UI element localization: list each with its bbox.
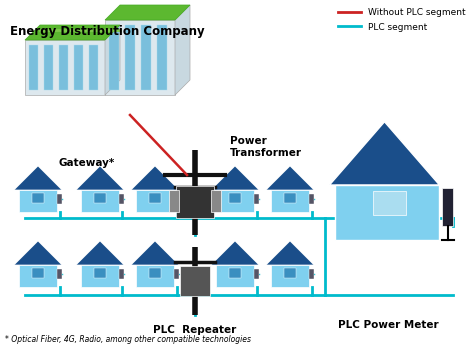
Polygon shape: [105, 5, 190, 20]
FancyBboxPatch shape: [229, 193, 241, 203]
Text: Power
Transformer: Power Transformer: [230, 135, 302, 158]
FancyBboxPatch shape: [57, 269, 63, 279]
FancyBboxPatch shape: [94, 193, 106, 203]
Polygon shape: [266, 241, 314, 265]
FancyBboxPatch shape: [216, 265, 254, 287]
FancyBboxPatch shape: [335, 185, 439, 240]
FancyBboxPatch shape: [25, 40, 105, 95]
FancyBboxPatch shape: [29, 45, 38, 90]
FancyBboxPatch shape: [271, 265, 309, 287]
FancyBboxPatch shape: [169, 190, 179, 212]
Polygon shape: [211, 241, 259, 265]
Text: Gateway*: Gateway*: [59, 158, 115, 168]
FancyBboxPatch shape: [442, 188, 453, 226]
Polygon shape: [14, 166, 62, 190]
FancyBboxPatch shape: [32, 193, 44, 203]
Polygon shape: [25, 25, 120, 40]
FancyBboxPatch shape: [89, 45, 98, 90]
FancyBboxPatch shape: [229, 268, 241, 278]
FancyBboxPatch shape: [174, 194, 180, 204]
FancyBboxPatch shape: [32, 268, 44, 278]
FancyBboxPatch shape: [57, 194, 63, 204]
FancyBboxPatch shape: [254, 269, 259, 279]
FancyBboxPatch shape: [157, 25, 167, 90]
Legend: Without PLC segment, PLC segment: Without PLC segment, PLC segment: [335, 5, 469, 35]
Text: PLC Power Meter: PLC Power Meter: [337, 320, 438, 330]
Polygon shape: [131, 241, 179, 265]
Polygon shape: [76, 166, 124, 190]
FancyBboxPatch shape: [136, 265, 174, 287]
FancyBboxPatch shape: [216, 190, 254, 212]
Polygon shape: [329, 122, 439, 185]
FancyBboxPatch shape: [119, 269, 125, 279]
FancyBboxPatch shape: [149, 268, 161, 278]
FancyBboxPatch shape: [44, 45, 53, 90]
FancyBboxPatch shape: [19, 190, 57, 212]
FancyBboxPatch shape: [94, 268, 106, 278]
Polygon shape: [211, 166, 259, 190]
Polygon shape: [131, 166, 179, 190]
FancyBboxPatch shape: [174, 269, 180, 279]
FancyBboxPatch shape: [136, 190, 174, 212]
Polygon shape: [14, 241, 62, 265]
FancyBboxPatch shape: [109, 25, 119, 90]
FancyBboxPatch shape: [141, 25, 151, 90]
FancyBboxPatch shape: [149, 193, 161, 203]
Polygon shape: [266, 166, 314, 190]
FancyBboxPatch shape: [125, 25, 135, 90]
FancyBboxPatch shape: [309, 194, 314, 204]
Polygon shape: [76, 241, 124, 265]
FancyBboxPatch shape: [309, 269, 314, 279]
FancyBboxPatch shape: [59, 45, 68, 90]
Text: Energy Distribution Company: Energy Distribution Company: [10, 25, 205, 38]
FancyBboxPatch shape: [254, 194, 259, 204]
FancyBboxPatch shape: [211, 190, 221, 212]
Polygon shape: [105, 25, 120, 95]
FancyBboxPatch shape: [176, 186, 214, 218]
FancyBboxPatch shape: [271, 190, 309, 212]
Text: * Optical Fiber, 4G, Radio, among other compatible technologies: * Optical Fiber, 4G, Radio, among other …: [5, 335, 251, 344]
FancyBboxPatch shape: [105, 20, 175, 95]
FancyBboxPatch shape: [374, 191, 407, 215]
FancyBboxPatch shape: [19, 265, 57, 287]
FancyBboxPatch shape: [74, 45, 83, 90]
FancyBboxPatch shape: [81, 265, 119, 287]
FancyBboxPatch shape: [180, 266, 210, 296]
FancyBboxPatch shape: [284, 193, 296, 203]
Text: PLC  Repeater: PLC Repeater: [154, 325, 237, 335]
Polygon shape: [175, 5, 190, 95]
FancyBboxPatch shape: [81, 190, 119, 212]
FancyBboxPatch shape: [119, 194, 125, 204]
FancyBboxPatch shape: [284, 268, 296, 278]
